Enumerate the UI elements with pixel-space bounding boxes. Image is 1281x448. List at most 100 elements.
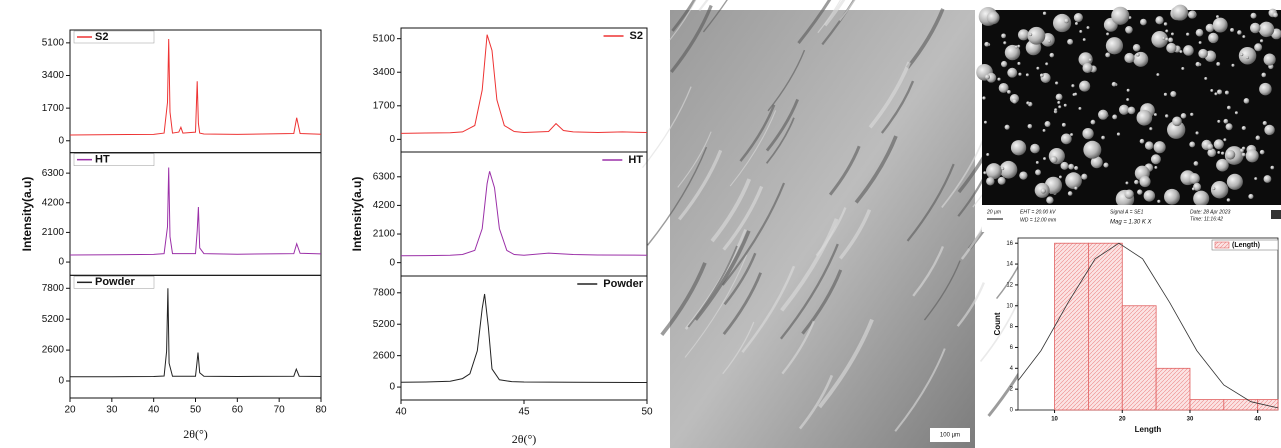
particle (997, 77, 1001, 81)
particle (1243, 98, 1250, 104)
particle (1045, 62, 1049, 66)
particle (1003, 41, 1007, 45)
y-tick-label: 5100 (373, 33, 396, 44)
x-tick-label: 40 (148, 405, 160, 416)
particle (1250, 12, 1257, 19)
particle (1198, 48, 1208, 59)
particle (1238, 46, 1257, 65)
particle (982, 96, 986, 100)
texture-stripe (797, 0, 832, 44)
particle (1234, 111, 1238, 115)
particle (1078, 106, 1082, 110)
texture-stripe (721, 182, 786, 286)
y-tick-label: 7800 (373, 287, 396, 298)
sem-image: 20 µm EHT = 20.00 kV WD = 12.00 mm Signa… (976, 4, 1281, 232)
legend-label: Powder (95, 276, 135, 288)
xrd-line (69, 288, 322, 378)
particle (1082, 127, 1094, 140)
particle (1025, 73, 1029, 77)
scale-box (930, 428, 970, 442)
particle (1135, 52, 1140, 57)
particle (1136, 109, 1153, 126)
particle (1237, 30, 1242, 35)
texture-stripe (677, 131, 712, 188)
particle (1180, 113, 1187, 119)
histogram-bar (1189, 399, 1225, 411)
texture-stripe (660, 262, 707, 336)
particle (1001, 33, 1006, 39)
texture-stripe (868, 61, 911, 129)
particle (1027, 123, 1033, 129)
particle (1263, 175, 1272, 183)
particle (1057, 101, 1061, 105)
texture-stripe (780, 218, 839, 312)
texture-stripe (838, 209, 872, 260)
particle (1225, 149, 1236, 160)
particle (1017, 29, 1030, 41)
y-tick-label: 4200 (42, 197, 65, 208)
texture-stripe (824, 0, 846, 27)
particle (1193, 161, 1199, 166)
particle (1124, 189, 1134, 199)
particle (1035, 161, 1039, 165)
particle (1188, 173, 1200, 184)
particle (1044, 121, 1051, 127)
particle (1049, 52, 1055, 58)
particle (1012, 98, 1018, 104)
x-tick-label: 80 (315, 405, 327, 416)
y-tick-label: 6 (1010, 345, 1014, 351)
particle (1047, 39, 1051, 43)
y-tick-label: 5200 (373, 319, 396, 330)
particle (1127, 106, 1136, 115)
panel-frame (69, 274, 322, 399)
legend-label: (Length) (1232, 242, 1260, 249)
particle (1162, 36, 1166, 40)
particle (1018, 72, 1022, 76)
y-tick-label: 5100 (42, 38, 65, 49)
particle (1157, 199, 1161, 204)
x-tick-label: 70 (274, 405, 286, 416)
particle (1223, 138, 1227, 142)
particle (1101, 135, 1105, 140)
particle (1026, 101, 1030, 105)
particle (1078, 52, 1093, 67)
particle (1106, 32, 1110, 36)
particle (1195, 61, 1201, 67)
y-tick-label: 4 (1010, 366, 1014, 372)
xrd-line (400, 293, 648, 383)
particle (1195, 28, 1204, 37)
histogram-bar (1121, 305, 1157, 411)
texture-stripe (765, 98, 799, 152)
particle (1189, 141, 1196, 148)
y-tick-label: 16 (1006, 241, 1013, 247)
x-axis-label: Length (1135, 425, 1162, 434)
particle (1224, 90, 1229, 95)
particle (1206, 143, 1214, 150)
particle (1039, 73, 1044, 78)
particle (1156, 73, 1160, 77)
particle (1208, 32, 1219, 44)
particle (1216, 158, 1229, 172)
particle (1081, 173, 1088, 180)
particle (1074, 21, 1079, 26)
y-tick-label: 0 (58, 135, 64, 146)
particle (1241, 125, 1246, 131)
particle (1144, 141, 1154, 150)
texture-stripe (722, 185, 764, 251)
particle (983, 120, 988, 124)
particle (1153, 113, 1157, 117)
sem-info-bar (982, 205, 1281, 232)
legend-box (73, 30, 155, 44)
legend-label: S2 (630, 30, 643, 42)
texture-stripe (702, 0, 728, 33)
particle (1165, 114, 1169, 118)
histogram-bar (1054, 242, 1089, 411)
y-tick-label: 0 (389, 257, 395, 268)
particle (1186, 32, 1190, 36)
particle (1264, 124, 1275, 136)
y-axis-label: Intensity(a.u) (350, 177, 364, 252)
particle (1217, 150, 1221, 154)
xrd-line (400, 34, 648, 134)
particle (1088, 58, 1092, 62)
y-tick-label: 14 (1006, 262, 1013, 268)
